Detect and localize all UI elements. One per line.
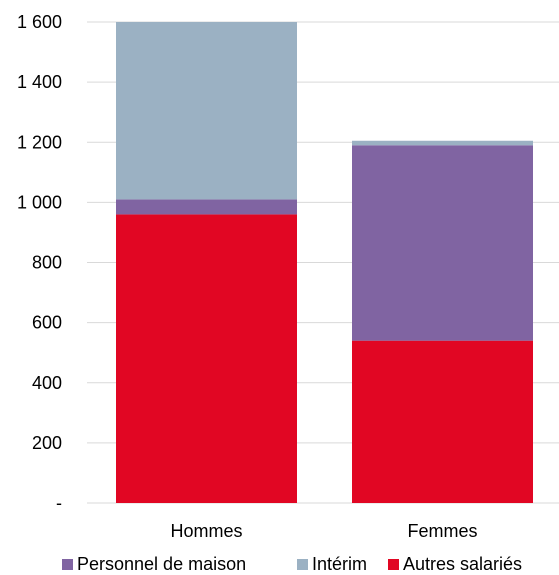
- y-axis-tick-labels: - 200 400 600 800 1 000 1 200 1 400 1 600: [17, 12, 62, 513]
- bars: [116, 22, 533, 503]
- legend-swatch: [388, 559, 399, 570]
- legend-swatch: [297, 559, 308, 570]
- x-category-label: Hommes: [170, 521, 242, 541]
- y-tick-label: 800: [32, 253, 62, 273]
- y-tick-label: 400: [32, 373, 62, 393]
- x-axis-category-labels: Hommes Femmes: [170, 521, 477, 541]
- legend-label: Intérim: [312, 554, 367, 574]
- bar-segment: [352, 145, 533, 341]
- x-category-label: Femmes: [407, 521, 477, 541]
- y-tick-label: 1 600: [17, 12, 62, 32]
- bar-segment: [116, 199, 297, 215]
- bar-segment: [116, 22, 297, 200]
- legend: Personnel de maison Intérim Autres salarié…: [62, 554, 522, 574]
- y-tick-label: 600: [32, 313, 62, 333]
- y-tick-label: 1 200: [17, 132, 62, 152]
- legend-label: Personnel de maison: [77, 554, 246, 574]
- bar-segment: [352, 340, 533, 503]
- bar-segment: [116, 214, 297, 503]
- legend-swatch: [62, 559, 73, 570]
- y-tick-label: 200: [32, 433, 62, 453]
- y-tick-label: 1 000: [17, 192, 62, 212]
- y-tick-label: 1 400: [17, 72, 62, 92]
- y-tick-label: -: [56, 493, 62, 513]
- bar-segment: [352, 140, 533, 146]
- legend-label: Autres salariés: [403, 554, 522, 574]
